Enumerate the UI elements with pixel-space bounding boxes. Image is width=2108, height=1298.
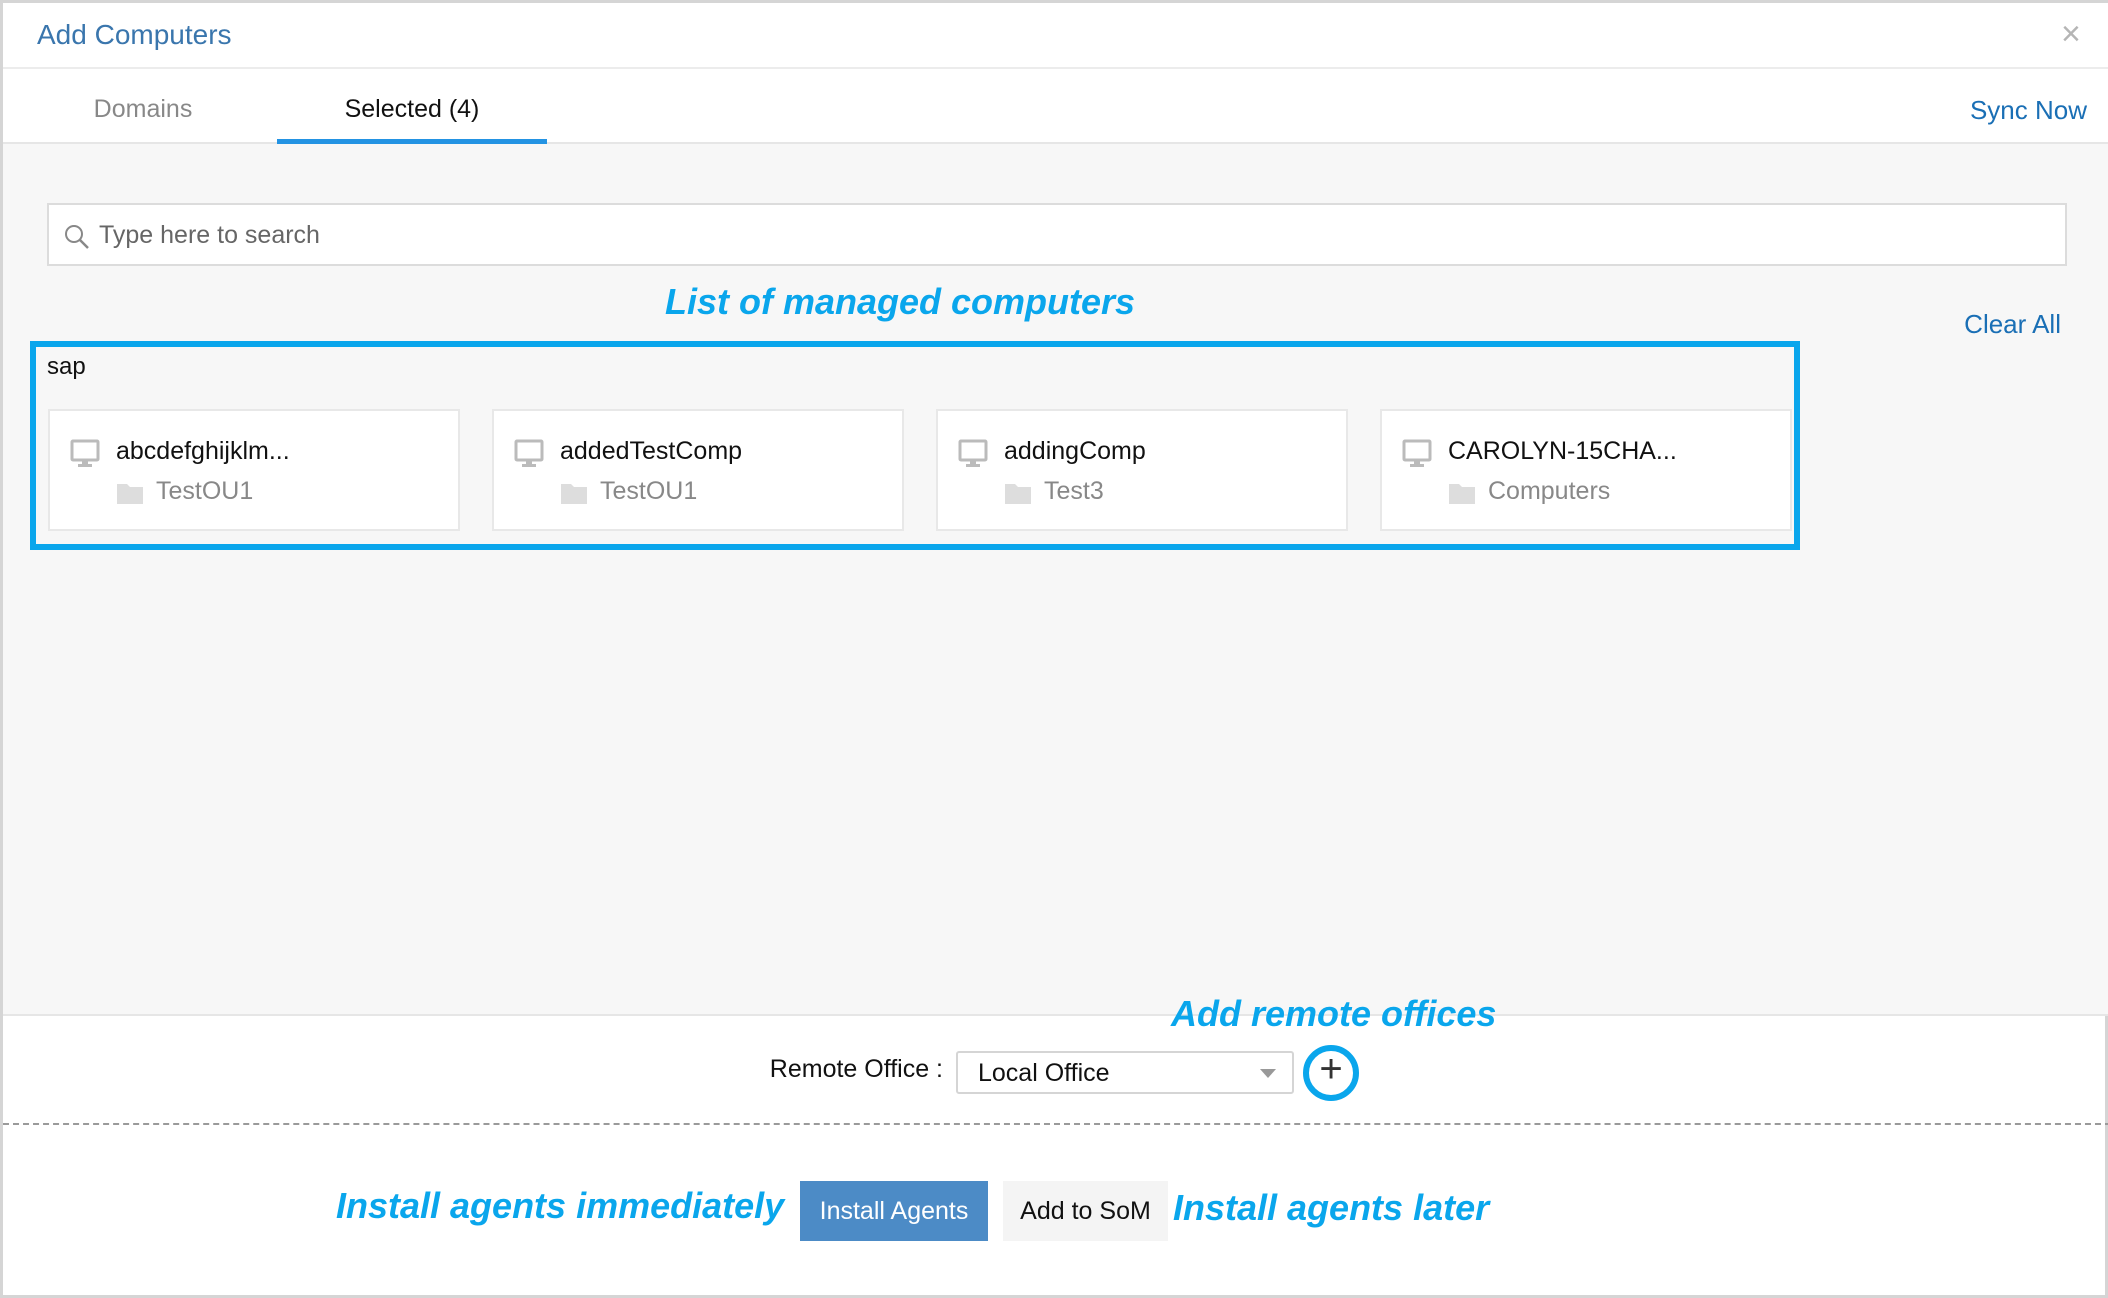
- monitor-icon: [1402, 439, 1432, 467]
- annotation-later: Install agents later: [1173, 1187, 1490, 1228]
- computer-card[interactable]: abcdefghijklm... TestOU1: [48, 409, 460, 531]
- monitor-icon: [514, 439, 544, 467]
- content-area: [3, 144, 2108, 1016]
- search-input[interactable]: [99, 213, 1999, 257]
- highlight-box: [30, 341, 1800, 550]
- annotation-list: List of managed computers: [665, 281, 1136, 322]
- chevron-down-icon: [1260, 1069, 1276, 1078]
- computer-card[interactable]: addingComp Test3: [936, 409, 1348, 531]
- remote-office-label: Remote Office :: [769, 1055, 943, 1083]
- computer-name: addingComp: [1004, 437, 1146, 465]
- add-to-som-button[interactable]: Add to SoM: [1003, 1181, 1168, 1241]
- dialog-title: Add Computers: [37, 19, 232, 50]
- computer-name: abcdefghijklm...: [116, 437, 290, 465]
- folder-icon: [1005, 484, 1031, 504]
- group-name: sap: [47, 353, 86, 380]
- search-icon: [65, 225, 89, 249]
- remote-office-select[interactable]: Local Office: [956, 1051, 1294, 1094]
- computer-ou: TestOU1: [156, 477, 254, 505]
- clear-all-link[interactable]: Clear All: [1964, 309, 2061, 339]
- remote-office-value: Local Office: [978, 1059, 1110, 1087]
- computer-ou: TestOU1: [600, 477, 698, 505]
- monitor-icon: [70, 439, 100, 467]
- tab-bar: Domains Selected (4) Sync Now: [3, 69, 2108, 144]
- active-tab-indicator: [277, 139, 547, 144]
- annotation-remote: Add remote offices: [1171, 993, 1497, 1034]
- folder-icon: [561, 484, 587, 504]
- plus-icon: +: [1319, 1047, 1343, 1091]
- install-agents-button[interactable]: Install Agents: [800, 1181, 988, 1241]
- search-box[interactable]: [47, 203, 2067, 266]
- close-icon[interactable]: ×: [2061, 15, 2081, 53]
- computer-ou: Computers: [1488, 477, 1611, 505]
- tab-domains[interactable]: Domains: [93, 95, 193, 123]
- tab-selected[interactable]: Selected (4): [344, 95, 480, 123]
- folder-icon: [1449, 484, 1475, 504]
- divider: [3, 1123, 2108, 1125]
- annotation-now: Install agents immediately: [336, 1185, 785, 1226]
- sync-now-link[interactable]: Sync Now: [1969, 95, 2087, 125]
- computer-ou: Test3: [1044, 477, 1104, 505]
- computer-name: addedTestComp: [560, 437, 743, 465]
- monitor-icon: [958, 439, 988, 467]
- folder-icon: [117, 484, 143, 504]
- computer-name: CAROLYN-15CHA...: [1448, 437, 1677, 465]
- dialog-header: Add Computers ×: [3, 3, 2108, 69]
- computer-card[interactable]: addedTestComp TestOU1: [492, 409, 904, 531]
- computer-card[interactable]: CAROLYN-15CHA... Computers: [1380, 409, 1792, 531]
- add-remote-office-button[interactable]: +: [1303, 1045, 1359, 1101]
